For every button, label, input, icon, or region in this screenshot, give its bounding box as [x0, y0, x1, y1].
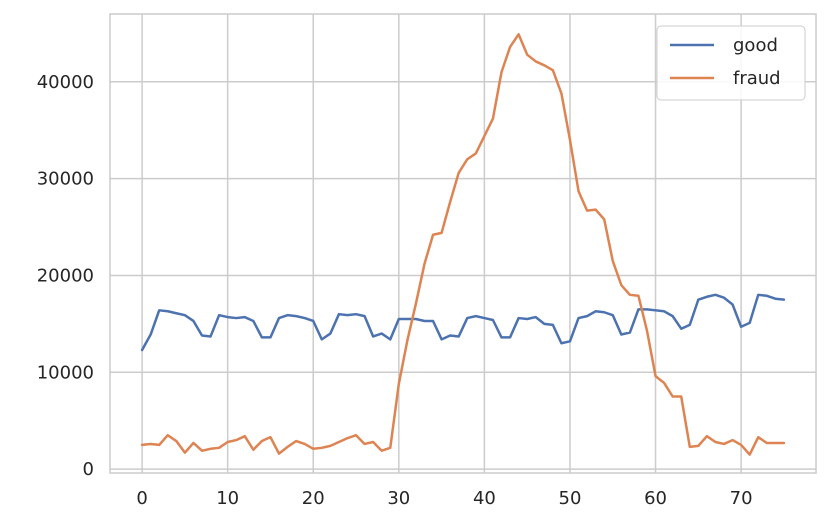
legend: good fraud [656, 25, 806, 101]
x-tick-label: 30 [387, 488, 410, 509]
x-tick-label: 60 [644, 488, 667, 509]
y-tick-label: 10000 [37, 362, 94, 383]
legend-label-fraud: fraud [733, 68, 781, 89]
x-tick-label: 20 [302, 488, 325, 509]
x-tick-label: 10 [216, 488, 239, 509]
y-gridlines [110, 81, 816, 470]
x-tick-label: 40 [473, 488, 496, 509]
legend-box [656, 25, 806, 101]
y-tick-label: 20000 [37, 265, 94, 286]
y-tick-labels: 0 10000 20000 30000 40000 [37, 72, 94, 480]
x-tick-label: 70 [730, 488, 753, 509]
x-tick-label: 50 [559, 488, 582, 509]
y-tick-label: 40000 [37, 72, 94, 93]
legend-label-good: good [733, 35, 778, 56]
x-tick-label: 0 [136, 488, 147, 509]
series-line-fraud [140, 33, 786, 456]
series-layer [140, 33, 786, 456]
y-tick-label: 0 [83, 459, 94, 480]
x-tick-labels: 0 10 20 30 40 50 60 70 [136, 488, 752, 509]
series-line-good [140, 293, 786, 352]
y-tick-label: 30000 [37, 169, 94, 190]
x-gridlines [141, 14, 742, 473]
